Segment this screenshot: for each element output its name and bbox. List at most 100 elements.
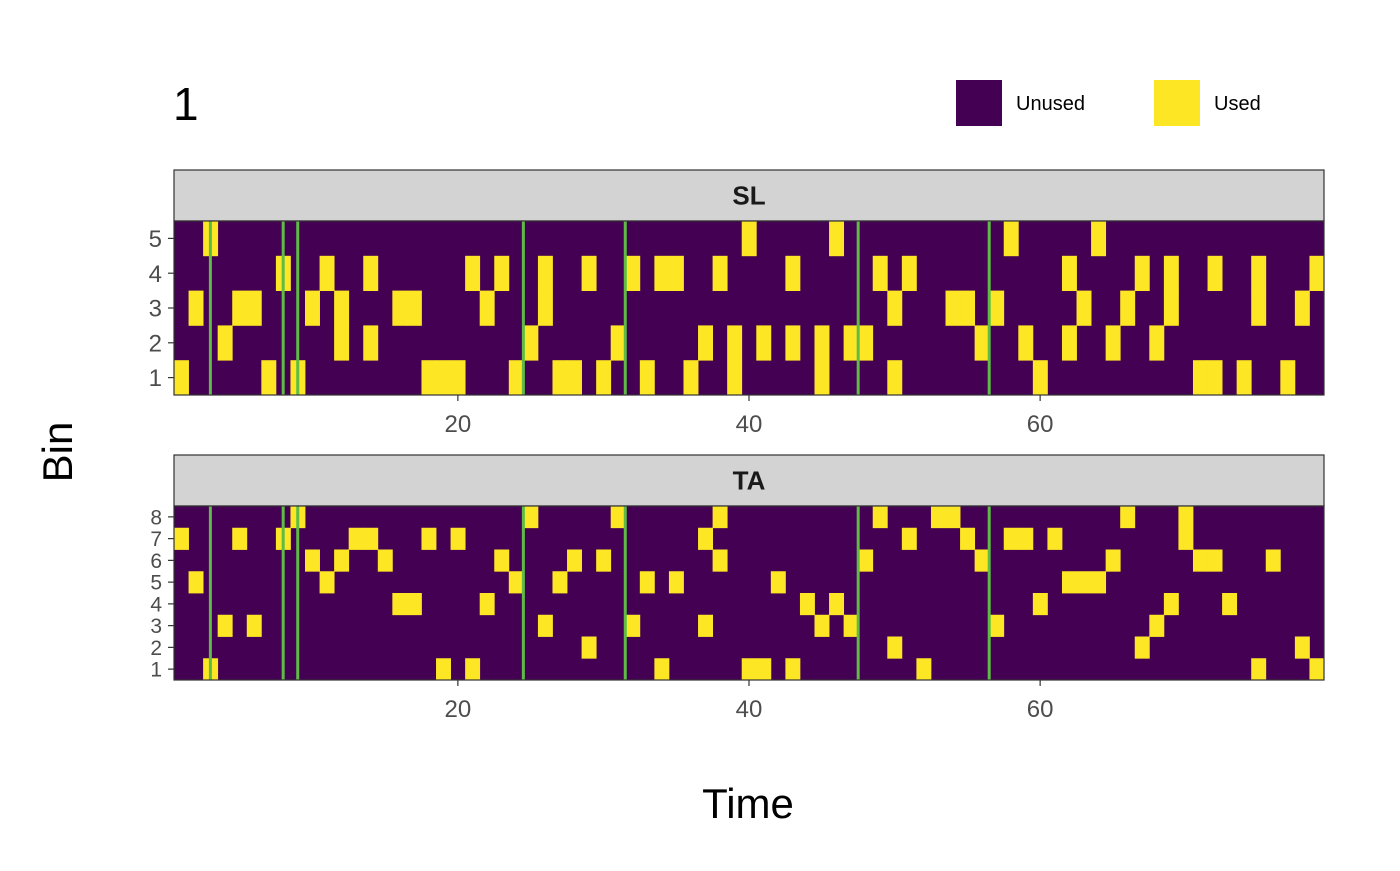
cell-used-sl-bin4-t38 — [712, 255, 728, 291]
cell-used-sl-bin4-t75 — [1251, 255, 1267, 291]
x-axis-title: Time — [702, 780, 794, 827]
cell-used-sl-bin1-t33 — [639, 360, 655, 396]
cell-used-sl-bin1-t72 — [1207, 360, 1223, 396]
cell-used-sl-bin2-t12 — [334, 325, 350, 361]
y-tick-label-ta-4: 4 — [150, 593, 162, 616]
cell-used-ta-bin4-t69 — [1163, 593, 1179, 616]
cell-used-sl-bin2-t62 — [1061, 325, 1077, 361]
cell-used-sl-bin1-t60 — [1032, 360, 1048, 396]
cell-used-sl-bin3-t10 — [305, 290, 320, 326]
x-tick-label-sl-20: 20 — [445, 411, 472, 438]
cell-used-sl-bin3-t26 — [537, 290, 553, 326]
cell-used-ta-bin7-t59 — [1018, 527, 1034, 550]
cell-used-sl-bin2-t59 — [1018, 325, 1034, 361]
cell-used-ta-bin1-t41 — [756, 658, 772, 681]
cell-used-sl-bin4-t49 — [872, 255, 888, 291]
panel-strip-label-ta: TA — [733, 466, 766, 496]
cell-used-ta-bin3-t47 — [843, 614, 859, 637]
cell-used-sl-bin3-t63 — [1076, 290, 1092, 326]
cell-used-ta-bin4-t16 — [392, 593, 408, 616]
cell-used-sl-bin2-t65 — [1105, 325, 1121, 361]
cell-used-sl-bin4-t32 — [625, 255, 641, 291]
cell-used-sl-bin3-t2 — [188, 290, 204, 326]
cell-used-ta-bin3-t26 — [537, 614, 553, 637]
cell-used-sl-bin1-t39 — [727, 360, 743, 396]
cell-used-sl-bin4-t51 — [901, 255, 917, 291]
cell-used-ta-bin8-t31 — [610, 506, 626, 529]
x-tick-label-ta-20: 20 — [445, 696, 472, 723]
cell-used-ta-bin4-t60 — [1032, 593, 1048, 616]
x-tick-label-ta-40: 40 — [736, 696, 763, 723]
cell-used-ta-bin1-t43 — [785, 658, 801, 681]
y-axis-title: Bin — [34, 422, 81, 483]
cell-used-ta-bin7-t37 — [698, 527, 714, 550]
y-tick-label-sl-4: 4 — [149, 261, 162, 288]
cell-used-sl-bin5-t40 — [741, 221, 757, 257]
cell-used-sl-bin4-t11 — [319, 255, 335, 291]
cell-used-ta-bin4-t73 — [1222, 593, 1238, 616]
cell-used-ta-bin6-t38 — [712, 549, 728, 572]
cell-used-sl-bin4-t29 — [581, 255, 597, 291]
cell-used-sl-bin5-t58 — [1003, 221, 1019, 257]
cell-used-sl-bin1-t71 — [1192, 360, 1208, 396]
cell-used-sl-bin5-t46 — [829, 221, 845, 257]
cell-used-sl-bin2-t37 — [698, 325, 714, 361]
cell-used-sl-bin3-t75 — [1251, 290, 1267, 326]
cell-used-sl-bin4-t21 — [465, 255, 481, 291]
y-tick-label-sl-3: 3 — [149, 296, 162, 323]
cell-used-sl-bin4-t62 — [1061, 255, 1077, 291]
cell-used-ta-bin5-t63 — [1076, 571, 1092, 594]
y-tick-label-sl-1: 1 — [149, 365, 162, 392]
cell-used-sl-bin2-t56 — [974, 325, 990, 361]
cell-used-ta-bin1-t34 — [654, 658, 670, 681]
legend-item-used: Used — [1154, 80, 1261, 126]
cell-used-sl-bin3-t6 — [246, 290, 262, 326]
cell-used-sl-bin3-t17 — [406, 290, 422, 326]
chart-title: 1 — [173, 78, 199, 130]
cell-used-sl-bin4-t79 — [1309, 255, 1325, 291]
y-tick-label-sl-2: 2 — [149, 330, 162, 357]
cell-used-ta-bin8-t38 — [712, 506, 728, 529]
cell-used-ta-bin5-t11 — [319, 571, 335, 594]
cell-used-ta-bin4-t22 — [479, 593, 495, 616]
cell-used-sl-bin2-t68 — [1149, 325, 1165, 361]
panel-strip-ta — [173, 454, 1325, 507]
cell-used-ta-bin6-t76 — [1265, 549, 1281, 572]
cell-used-ta-bin2-t78 — [1294, 636, 1310, 659]
cell-used-ta-bin5-t33 — [639, 571, 655, 594]
cell-used-ta-bin5-t64 — [1091, 571, 1107, 594]
cell-used-ta-bin5-t62 — [1061, 571, 1077, 594]
panel-strip-label-sl: SL — [732, 181, 765, 211]
cell-used-ta-bin7-t13 — [348, 527, 364, 550]
cell-used-ta-bin1-t75 — [1251, 658, 1267, 681]
cell-used-ta-bin1-t52 — [916, 658, 932, 681]
cell-used-ta-bin3-t6 — [246, 614, 262, 637]
cell-used-sl-bin3-t22 — [479, 290, 495, 326]
cell-used-ta-bin6-t72 — [1207, 549, 1223, 572]
y-tick-label-ta-8: 8 — [150, 506, 162, 529]
cell-used-ta-bin2-t50 — [887, 636, 903, 659]
cell-used-ta-bin7-t5 — [232, 527, 248, 550]
cell-used-sl-bin3-t12 — [334, 290, 350, 326]
cell-used-ta-bin5-t27 — [552, 571, 568, 594]
cell-used-sl-bin1-t20 — [450, 360, 466, 396]
cell-used-sl-bin3-t16 — [392, 290, 408, 326]
cell-used-ta-bin3-t37 — [698, 614, 714, 637]
cell-used-sl-bin1-t50 — [887, 360, 903, 396]
cell-used-ta-bin7-t70 — [1178, 527, 1194, 550]
legend-label-used: Used — [1214, 93, 1261, 115]
cell-used-ta-bin2-t29 — [581, 636, 597, 659]
cell-used-sl-bin3-t55 — [960, 290, 976, 326]
cell-used-ta-bin7-t18 — [421, 527, 437, 550]
cell-used-ta-bin7-t61 — [1047, 527, 1063, 550]
y-tick-label-ta-5: 5 — [150, 572, 162, 595]
cell-used-ta-bin8-t49 — [872, 506, 888, 529]
panel-strip-sl — [173, 169, 1325, 222]
y-tick-label-ta-6: 6 — [150, 550, 162, 573]
cell-used-ta-bin1-t19 — [436, 658, 451, 681]
cell-used-sl-bin3-t54 — [945, 290, 961, 326]
cell-used-sl-bin1-t24 — [508, 360, 524, 396]
